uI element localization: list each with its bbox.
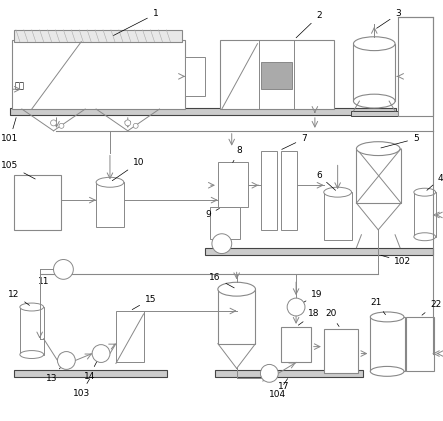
Ellipse shape [354, 94, 395, 108]
Circle shape [260, 365, 278, 382]
Text: 2: 2 [296, 11, 322, 38]
Bar [210, 207, 240, 239]
Text: 105: 105 [1, 161, 35, 179]
Bar [14, 30, 182, 42]
Text: 103: 103 [73, 379, 90, 398]
Bar [350, 111, 398, 116]
Text: 19: 19 [299, 290, 323, 306]
Text: 12: 12 [8, 290, 30, 305]
Ellipse shape [96, 177, 124, 187]
Text: 5: 5 [381, 134, 419, 148]
Text: 8: 8 [233, 146, 242, 163]
Bar [10, 108, 396, 115]
Text: 9: 9 [205, 208, 219, 219]
Circle shape [212, 234, 232, 253]
Bar [370, 317, 405, 371]
Bar [324, 192, 351, 240]
Circle shape [58, 352, 75, 369]
Text: 16: 16 [209, 273, 234, 288]
Text: 101: 101 [1, 117, 19, 143]
Text: 14: 14 [83, 356, 100, 381]
Ellipse shape [20, 303, 43, 311]
Text: 18: 18 [298, 309, 320, 325]
Text: 4: 4 [427, 174, 443, 190]
Text: 20: 20 [325, 309, 339, 327]
Bar [357, 149, 401, 203]
Bar [354, 44, 395, 101]
Text: 3: 3 [377, 10, 401, 28]
Bar [218, 289, 256, 344]
Text: 11: 11 [38, 271, 61, 286]
Text: 13: 13 [46, 362, 65, 383]
Bar [281, 151, 297, 230]
Circle shape [92, 345, 110, 362]
Circle shape [125, 120, 131, 126]
Text: 废水: 废水 [15, 82, 25, 91]
Ellipse shape [370, 366, 404, 376]
Bar [185, 56, 205, 96]
Ellipse shape [354, 37, 395, 51]
Bar [215, 370, 363, 377]
Text: 6: 6 [316, 171, 336, 190]
Circle shape [51, 120, 57, 126]
Bar [205, 248, 433, 255]
Ellipse shape [414, 188, 435, 196]
Circle shape [287, 298, 305, 316]
Bar [414, 192, 435, 237]
Bar [281, 327, 311, 362]
Bar [14, 370, 167, 377]
Bar [406, 317, 434, 371]
Bar [218, 163, 248, 207]
Bar [220, 40, 334, 109]
Ellipse shape [414, 233, 435, 241]
Text: 22: 22 [422, 300, 441, 315]
Bar [398, 17, 433, 116]
Ellipse shape [370, 312, 404, 322]
Text: 1: 1 [113, 10, 158, 35]
Circle shape [59, 123, 64, 128]
Ellipse shape [20, 351, 43, 359]
Circle shape [54, 259, 74, 279]
Text: 104: 104 [269, 378, 288, 399]
Bar [261, 61, 292, 89]
Bar [324, 329, 358, 373]
Bar [116, 311, 144, 362]
Text: 21: 21 [370, 298, 385, 314]
Bar [12, 40, 185, 109]
Text: 7: 7 [282, 134, 307, 149]
Circle shape [133, 123, 138, 128]
Bar [14, 176, 62, 230]
Ellipse shape [324, 187, 351, 197]
Bar [20, 307, 43, 354]
Ellipse shape [218, 282, 256, 296]
Text: 102: 102 [381, 255, 412, 266]
Text: 17: 17 [272, 375, 290, 391]
Ellipse shape [357, 142, 400, 155]
Bar [96, 182, 124, 227]
Bar [261, 151, 277, 230]
Text: 15: 15 [132, 295, 156, 309]
Text: 10: 10 [112, 158, 144, 181]
